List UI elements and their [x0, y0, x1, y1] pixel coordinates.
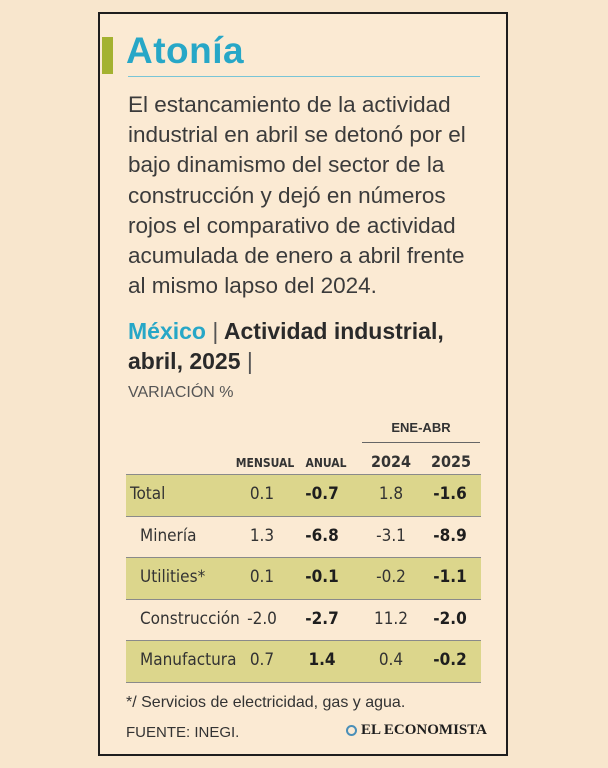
cell-mensual: 1.3: [249, 525, 275, 546]
row-label: Utilities*: [140, 567, 206, 587]
table-row-manufactura: Manufactura 0.7 1.4 0.4 -0.2: [126, 640, 481, 683]
table-heading-separator: |: [212, 318, 219, 344]
brand-logo: EL ECONOMISTA: [346, 722, 487, 739]
cell-mensual: 0.1: [249, 567, 275, 587]
table-row-mineria: Minería 1.3 -6.8 -3.1 -8.9: [126, 515, 481, 558]
table-row-total: Total 0.1 -0.7 1.8 -1.6: [126, 474, 481, 516]
row-label: Construcción: [140, 608, 240, 629]
cell-2024: -0.2: [376, 567, 406, 587]
group-divider: [362, 442, 480, 443]
data-table: Total 0.1 -0.7 1.8 -1.6 Minería 1.3 -6.8…: [126, 474, 481, 683]
table-heading-trailing-separator: |: [246, 348, 253, 374]
cell-mensual: -2.0: [247, 608, 277, 629]
cell-2025: -8.9: [433, 525, 467, 546]
row-label: Minería: [140, 525, 197, 546]
title-divider: [128, 76, 480, 77]
cell-2024: -3.1: [376, 525, 406, 546]
brand-mark-icon: [346, 725, 357, 736]
table-heading-title: Actividad industrial, abril, 2025: [128, 318, 444, 374]
cell-2024: 1.8: [378, 484, 404, 504]
intro-paragraph: El estancamiento de la actividad industr…: [128, 92, 466, 299]
page-title: Atonía: [126, 30, 245, 71]
table-unit: VARIACIÓN %: [128, 384, 234, 401]
group-label-ene-abr: ENE-ABR: [391, 420, 451, 435]
table-heading-place: México: [128, 318, 206, 344]
cell-2025: -1.6: [433, 484, 467, 504]
footnote: */ Servicios de electricidad, gas y agua…: [126, 694, 406, 711]
source-credit: FUENTE: INEGI.: [126, 724, 240, 741]
brand-name: EL ECONOMISTA: [361, 722, 487, 738]
row-label: Total: [130, 484, 166, 504]
cell-2024: 0.4: [378, 650, 404, 670]
column-header-anual: ANUAL: [305, 456, 347, 470]
column-header-2024: 2024: [370, 452, 412, 471]
column-header-2025: 2025: [430, 452, 472, 471]
column-header-mensual: MENSUAL: [235, 456, 295, 470]
cell-2025: -0.2: [433, 650, 467, 670]
infographic-card: Atonía El estancamiento de la actividad …: [98, 12, 508, 756]
cell-2024: 11.2: [373, 608, 409, 629]
table-row-utilities: Utilities* 0.1 -0.1 -0.2 -1.1: [126, 557, 481, 599]
cell-anual: -0.1: [305, 567, 339, 587]
cell-mensual: 0.7: [249, 650, 275, 670]
cell-anual: -6.8: [305, 525, 339, 546]
cell-anual: -2.7: [305, 608, 339, 629]
row-label: Manufactura: [140, 650, 237, 670]
accent-bar: [102, 37, 113, 74]
cell-anual: 1.4: [308, 650, 336, 670]
cell-2025: -1.1: [433, 567, 467, 587]
table-heading: México | Actividad industrial, abril, 20…: [128, 316, 478, 376]
cell-2025: -2.0: [433, 608, 467, 629]
cell-anual: -0.7: [305, 484, 339, 504]
cell-mensual: 0.1: [249, 484, 275, 504]
table-row-construccion: Construcción -2.0 -2.7 11.2 -2.0: [126, 598, 481, 641]
